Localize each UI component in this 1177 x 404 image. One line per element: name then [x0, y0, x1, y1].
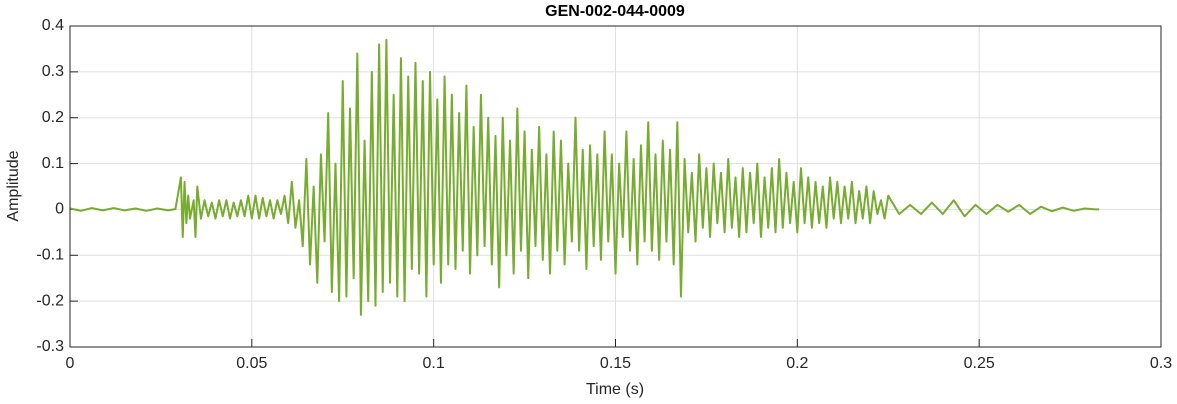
axes-box [69, 25, 1162, 348]
y-tick-label: 0.3 [42, 63, 64, 80]
y-tick-label: 0.2 [42, 109, 64, 126]
x-tick-label: 0.05 [236, 355, 267, 372]
y-tick-label: 0.1 [42, 155, 64, 172]
x-tick-label: 0.1 [423, 355, 445, 372]
waveform [69, 38, 1100, 316]
y-tick-label: 0.4 [42, 17, 64, 34]
x-tick-label: 0.15 [600, 355, 631, 372]
y-tick-label: -0.2 [36, 292, 64, 309]
x-axis-label: Time (s) [586, 381, 644, 398]
x-tick-label: 0.2 [786, 355, 808, 372]
x-tick-label: 0 [66, 355, 75, 372]
x-tick-label: 0.3 [1150, 355, 1172, 372]
y-tick-label: -0.3 [36, 338, 64, 355]
y-axis-label: Amplitude [5, 150, 22, 221]
y-tick-label: -0.1 [36, 247, 64, 264]
y-tick-label: 0 [55, 201, 64, 218]
x-tick-label: 0.25 [964, 355, 995, 372]
chart-title: GEN-002-044-0009 [545, 3, 685, 20]
